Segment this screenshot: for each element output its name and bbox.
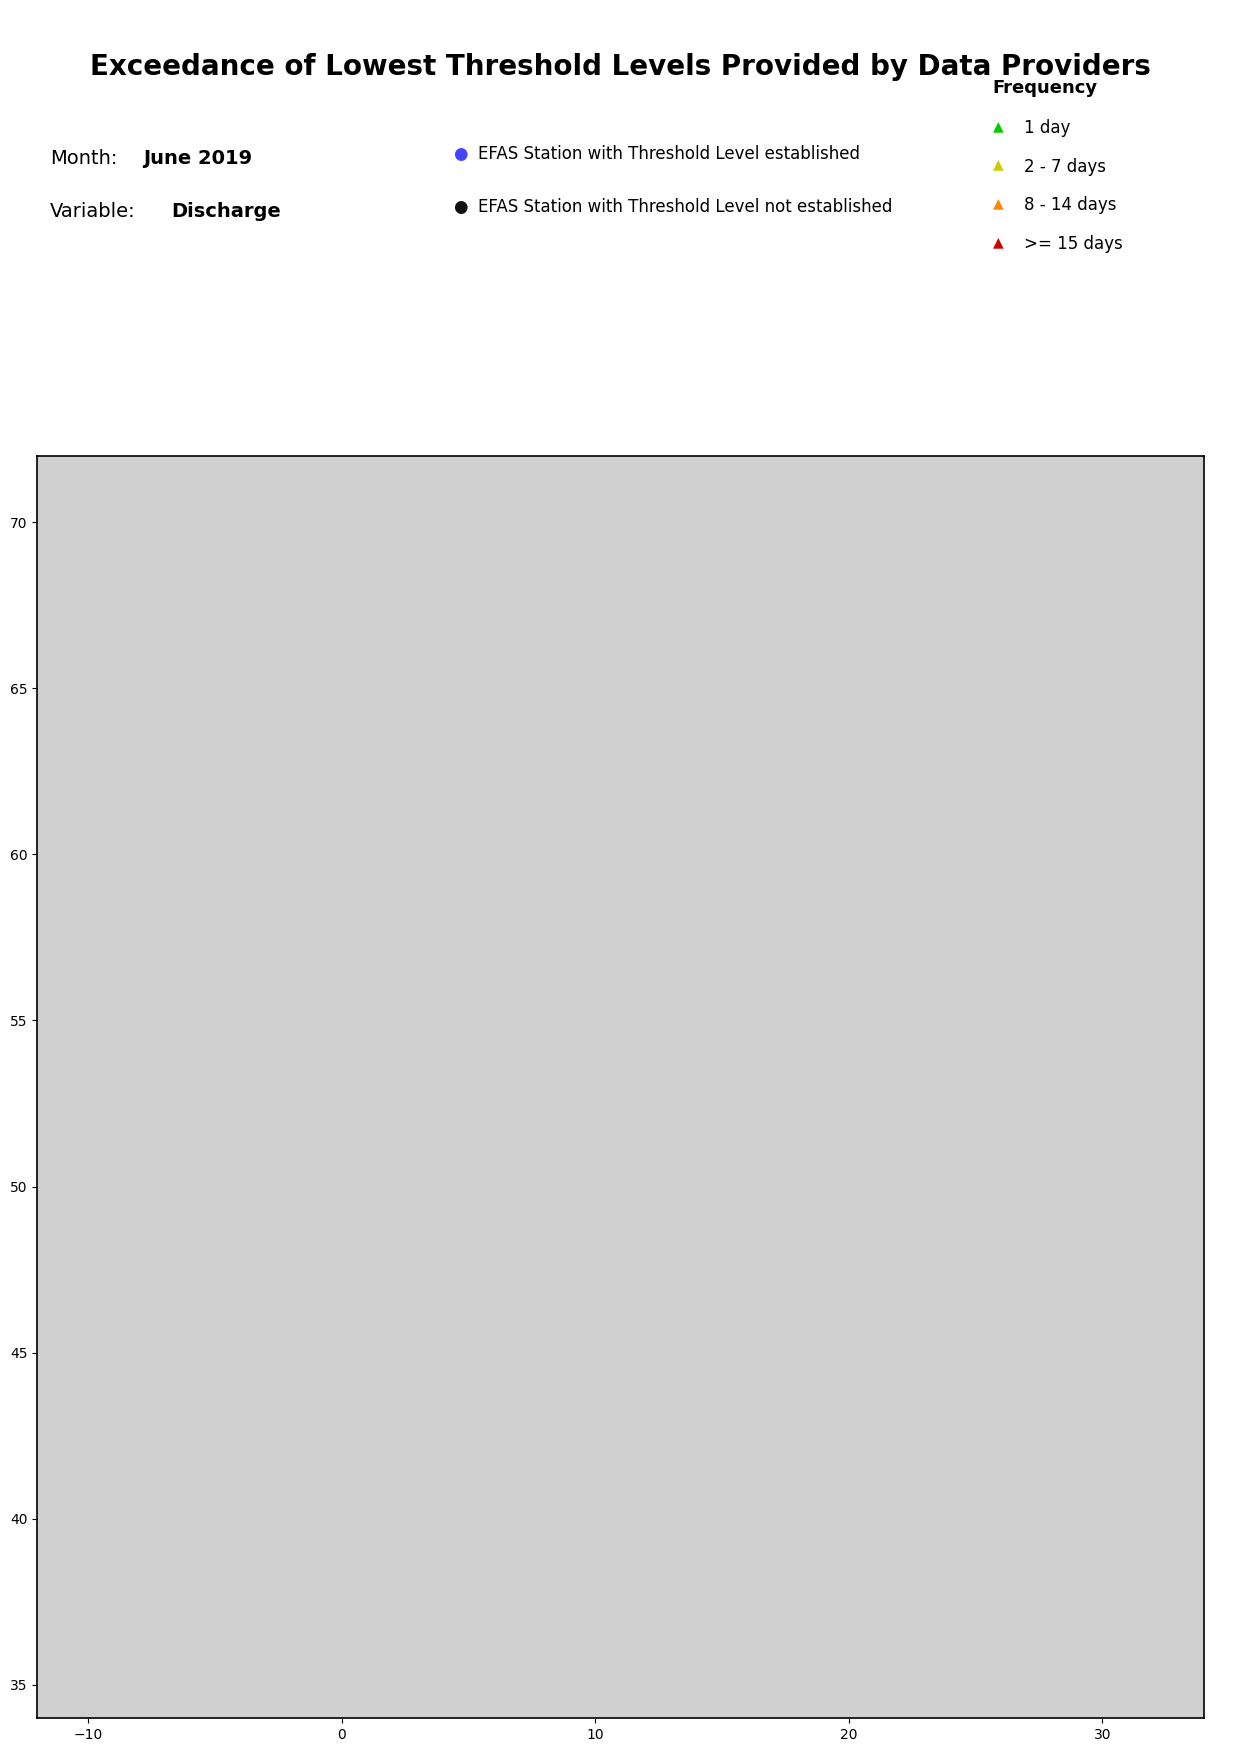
Text: 1 day: 1 day — [1024, 119, 1070, 137]
Text: ▲: ▲ — [993, 119, 1004, 133]
Text: ●: ● — [453, 145, 468, 163]
Text: Frequency: Frequency — [993, 79, 1098, 96]
Text: EFAS Station with Threshold Level not established: EFAS Station with Threshold Level not es… — [478, 198, 892, 216]
Text: Month:: Month: — [50, 149, 117, 168]
Text: EFAS Station with Threshold Level established: EFAS Station with Threshold Level establ… — [478, 145, 860, 163]
Text: ▲: ▲ — [993, 196, 1004, 210]
Text: ▲: ▲ — [993, 158, 1004, 172]
Text: ●: ● — [453, 198, 468, 216]
Text: Discharge: Discharge — [171, 202, 280, 221]
Text: June 2019: June 2019 — [143, 149, 252, 168]
Text: 8 - 14 days: 8 - 14 days — [1024, 196, 1117, 214]
Text: >= 15 days: >= 15 days — [1024, 235, 1123, 252]
Text: ▲: ▲ — [993, 235, 1004, 249]
Text: Variable:: Variable: — [50, 202, 135, 221]
Text: 2 - 7 days: 2 - 7 days — [1024, 158, 1106, 175]
Text: Exceedance of Lowest Threshold Levels Provided by Data Providers: Exceedance of Lowest Threshold Levels Pr… — [91, 53, 1150, 81]
